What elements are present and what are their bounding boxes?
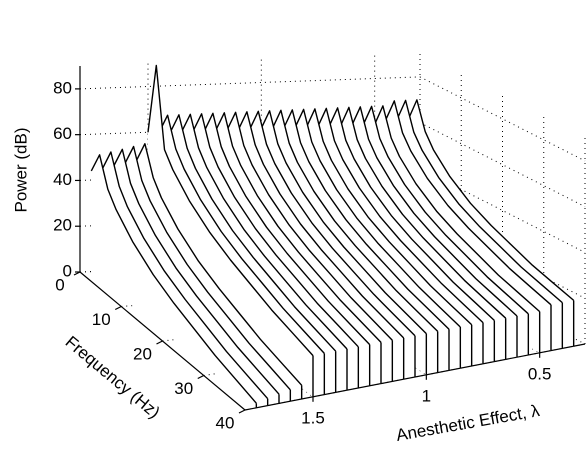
spectrum-line <box>340 106 507 319</box>
x-tick <box>238 409 246 414</box>
spectrum-line <box>147 64 314 357</box>
spectrum-line <box>170 114 337 352</box>
z-axis-label: Power (dB) <box>11 127 30 212</box>
spectrum-line <box>238 111 405 339</box>
spectrum-line <box>272 109 439 332</box>
spectrum-line <box>408 99 575 301</box>
x-tick <box>156 340 163 345</box>
y-tick-label: 1 <box>422 386 431 405</box>
spectrum-line <box>396 99 563 304</box>
grid-line <box>419 76 586 162</box>
z-tick-label: 40 <box>53 170 72 189</box>
y-tick-label: 1.5 <box>301 408 325 427</box>
spectrum-line <box>317 107 484 324</box>
spectrum-line <box>283 109 450 330</box>
x-tick-label: 40 <box>216 413 235 432</box>
spectrum-line <box>158 114 325 354</box>
x-tick-label: 10 <box>92 310 111 329</box>
x-tick <box>197 374 205 380</box>
spectrum-line <box>102 151 269 400</box>
spectrum-line <box>294 108 461 328</box>
grid-line <box>79 76 421 90</box>
spectrum-line <box>306 108 473 326</box>
x-tick <box>73 271 81 276</box>
spectrum-line <box>328 107 495 321</box>
spectrum-line <box>215 112 382 343</box>
grid-line <box>419 122 586 208</box>
z-tick-label: 20 <box>53 216 72 235</box>
x-tick-label: 0 <box>55 275 64 294</box>
y-axis-label: Anesthetic Effect, λ <box>395 401 542 445</box>
spectrum-line <box>374 105 541 313</box>
spectrum-line <box>113 148 280 395</box>
spectrum-line <box>226 111 393 341</box>
spectrum-line <box>136 143 303 386</box>
z-tick-label: 0 <box>63 261 72 280</box>
x-tick-label: 30 <box>174 379 193 398</box>
spectrum-line <box>90 154 257 404</box>
spectrum-line <box>124 145 291 391</box>
spectrum-line <box>362 105 529 315</box>
z-tick-label: 60 <box>53 124 72 143</box>
spectrum-line <box>249 110 416 337</box>
x-tick-label: 20 <box>133 344 152 363</box>
spectrum-line <box>385 100 552 306</box>
curtain <box>91 154 257 408</box>
y-tick-label: 0.5 <box>528 364 552 383</box>
curtain <box>148 65 313 397</box>
spectrum-line <box>192 113 359 348</box>
x-tick <box>114 305 122 311</box>
z-tick-label: 80 <box>53 78 72 97</box>
spectrum-line <box>181 113 348 350</box>
spectrum-line <box>260 110 427 335</box>
spectrum-line <box>204 112 371 346</box>
spectrum-line <box>351 106 518 317</box>
